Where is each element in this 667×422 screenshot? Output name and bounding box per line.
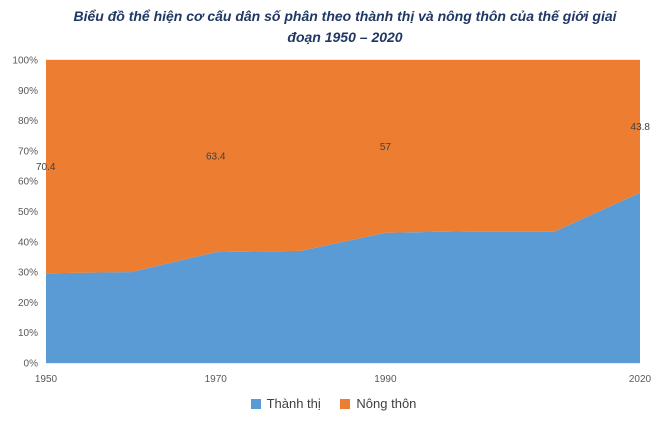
y-tick-label: 60% [18,177,38,188]
x-tick-label: 1990 [374,374,397,385]
y-tick-label: 40% [18,237,38,248]
legend-item-thanh-thi[interactable]: Thành thị [250,396,321,411]
legend-label-thanh-thi: Thành thị [266,396,321,411]
area-nong-thon [46,60,640,274]
y-tick-label: 70% [18,146,38,157]
legend-swatch-thanh-thi [250,398,261,409]
x-tick-label: 2020 [629,374,652,385]
data-label: 70.4 [36,162,56,173]
y-tick-label: 90% [18,86,38,97]
x-tick-label: 1970 [205,374,228,385]
legend-item-nong-thon[interactable]: Nông thôn [340,396,416,411]
y-tick-label: 50% [18,207,38,218]
y-tick-label: 100% [12,56,38,67]
data-label: 57 [380,142,392,153]
legend-swatch-nong-thon [340,398,351,409]
x-tick-label: 1950 [35,374,58,385]
legend: Thành thị Nông thôn [0,396,667,412]
data-label: 43.8 [631,122,651,133]
area-thanh-thi [46,192,640,363]
y-tick-label: 0% [24,359,39,370]
legend-label-nong-thon: Nông thôn [356,396,417,411]
data-label: 63.4 [206,152,226,163]
chart-title: Biểu đồ thể hiện cơ cấu dân số phân theo… [73,8,617,45]
y-tick-label: 80% [18,116,38,127]
y-tick-label: 10% [18,328,38,339]
y-tick-label: 30% [18,268,38,279]
y-tick-label: 20% [18,298,38,309]
data-labels: 70.4 63.4 57 43.8 [36,122,650,173]
y-axis: 0% 10% 20% 30% 40% 50% 60% 70% 80% 90% 100% [12,56,38,370]
x-axis: 1950 1970 1990 2020 [35,374,652,385]
area-series [46,60,640,363]
